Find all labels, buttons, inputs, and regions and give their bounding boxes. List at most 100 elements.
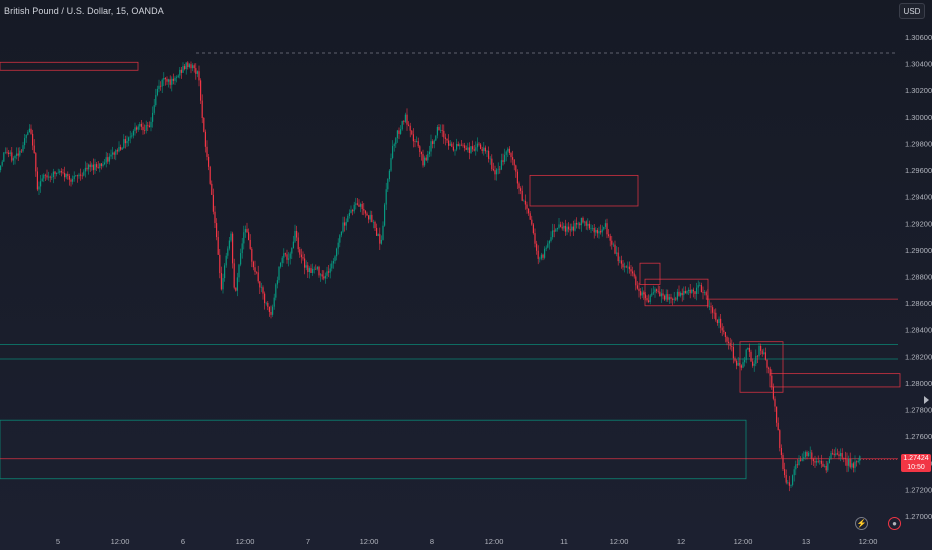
candle-body xyxy=(195,68,197,74)
candle-body xyxy=(441,129,443,131)
candle-body xyxy=(139,123,141,127)
candle-body xyxy=(225,255,227,266)
candle-body xyxy=(496,169,498,175)
candle-body xyxy=(102,164,104,166)
candle-body xyxy=(132,130,134,136)
candle-body xyxy=(705,292,707,296)
candle-body xyxy=(721,327,723,331)
candle-body xyxy=(833,453,835,456)
candle-body xyxy=(187,62,189,68)
candle-body xyxy=(203,117,205,132)
candle-body xyxy=(369,214,371,220)
candle-body xyxy=(297,237,299,250)
candle-body xyxy=(105,157,107,163)
candle-body xyxy=(528,208,530,214)
candle-body xyxy=(494,170,496,175)
candle-body xyxy=(300,254,302,258)
candle-body xyxy=(257,272,259,282)
lightning-icon[interactable]: ⚡ xyxy=(855,517,868,530)
candle-body xyxy=(696,287,698,294)
candle-body xyxy=(636,285,638,289)
candle-body xyxy=(366,213,368,216)
candle-body xyxy=(59,171,61,173)
candle-body xyxy=(134,127,136,131)
candle-body xyxy=(598,231,600,234)
candle-body xyxy=(416,141,418,143)
candle-body xyxy=(283,253,285,258)
y-tick-label: 1.28400 xyxy=(905,326,932,335)
candle-body xyxy=(30,128,32,134)
candle-body xyxy=(372,221,374,223)
candle-body xyxy=(393,144,395,146)
candle-body xyxy=(414,141,416,143)
y-tick-label: 1.29800 xyxy=(905,139,932,148)
candle-body xyxy=(288,258,290,260)
candle-body xyxy=(364,210,366,214)
candle-body xyxy=(51,177,53,178)
candle-body xyxy=(169,79,171,85)
candle-body xyxy=(395,138,397,145)
candle-body xyxy=(465,148,467,150)
candle-body xyxy=(596,229,598,234)
candle-body xyxy=(115,150,117,155)
candle-body xyxy=(505,151,507,155)
candle-body xyxy=(404,114,406,122)
candle-body xyxy=(193,65,195,69)
candle-body xyxy=(216,223,218,238)
candle-body xyxy=(561,226,563,229)
candle-body xyxy=(601,229,603,233)
candle-body xyxy=(780,448,782,456)
candle-body xyxy=(473,149,475,151)
candle-body xyxy=(510,153,512,158)
candle-body xyxy=(312,269,314,273)
candle-body xyxy=(208,156,210,167)
y-tick-label: 1.30000 xyxy=(905,113,932,122)
y-tick-label: 1.27000 xyxy=(905,512,932,521)
candle-body xyxy=(532,224,534,234)
candle-body xyxy=(113,152,115,155)
candle-body xyxy=(676,291,678,300)
y-tick-label: 1.29600 xyxy=(905,166,932,175)
candle-body xyxy=(358,204,360,207)
candle-body xyxy=(233,263,235,288)
candle-body xyxy=(851,463,853,468)
alert-icon[interactable]: ● xyxy=(888,517,901,530)
candle-body xyxy=(376,228,378,236)
candle-body xyxy=(526,204,528,209)
scroll-right-icon[interactable] xyxy=(924,396,929,404)
candle-body xyxy=(265,302,267,304)
candle-body xyxy=(620,260,622,264)
candle-body xyxy=(315,268,317,270)
candle-body xyxy=(792,475,794,485)
candle-body xyxy=(644,294,646,299)
candle-body xyxy=(756,355,758,357)
candle-body xyxy=(214,211,216,224)
candle-body xyxy=(428,151,430,155)
candle-body xyxy=(331,263,333,269)
candle-body xyxy=(633,273,635,277)
candle-body xyxy=(353,204,355,212)
candle-body xyxy=(753,363,755,366)
currency-button[interactable]: USD xyxy=(899,3,925,19)
candle-body xyxy=(497,168,499,170)
candle-body xyxy=(716,319,718,324)
candle-body xyxy=(164,78,166,80)
candle-body xyxy=(832,453,834,454)
candle-body xyxy=(801,458,803,461)
x-tick-label: 11 xyxy=(560,537,568,546)
candle-body xyxy=(137,126,139,130)
candle-body xyxy=(153,105,155,113)
candle-body xyxy=(433,140,435,144)
candle-body xyxy=(558,224,560,228)
candle-body xyxy=(344,222,346,226)
candle-body xyxy=(736,360,738,366)
candle-body xyxy=(817,461,819,462)
candle-body xyxy=(556,227,558,230)
x-tick-label: 12:00 xyxy=(610,537,629,546)
candle-body xyxy=(609,235,611,241)
candle-body xyxy=(790,484,792,486)
candle-body xyxy=(371,214,373,223)
candle-body xyxy=(512,157,514,160)
candle-body xyxy=(595,229,597,233)
